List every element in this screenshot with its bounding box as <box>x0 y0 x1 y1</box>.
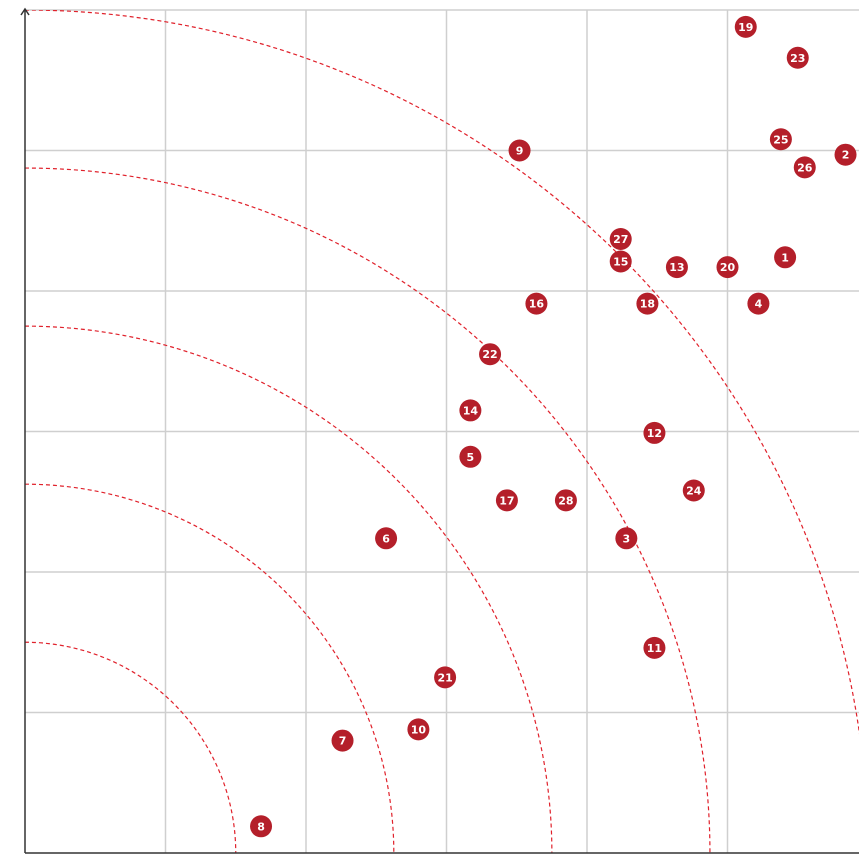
point-3: 3 <box>615 527 638 550</box>
point-21: 21 <box>434 666 457 689</box>
point-8: 8 <box>250 815 273 838</box>
point-label: 20 <box>720 261 736 274</box>
point-12: 12 <box>643 421 666 444</box>
point-17: 17 <box>495 489 518 512</box>
point-label: 7 <box>339 735 347 748</box>
point-marker <box>609 250 632 273</box>
point-19: 19 <box>734 15 757 38</box>
point-marker <box>554 489 577 512</box>
point-27: 27 <box>609 228 632 251</box>
point-label: 22 <box>482 348 497 361</box>
point-label: 18 <box>640 298 655 311</box>
point-marker <box>734 15 757 38</box>
point-18: 18 <box>636 292 659 315</box>
gridlines <box>25 9 859 853</box>
point-markers: 1234567891011121314151617181920212223242… <box>250 15 857 838</box>
axes <box>20 7 859 854</box>
point-marker <box>459 399 482 422</box>
point-marker <box>643 421 666 444</box>
point-23: 23 <box>786 46 809 69</box>
point-marker <box>407 718 430 741</box>
point-label: 13 <box>669 261 684 274</box>
point-label: 11 <box>647 642 662 655</box>
point-label: 16 <box>529 298 545 311</box>
point-label: 10 <box>411 723 427 736</box>
point-9: 9 <box>508 139 531 162</box>
point-4: 4 <box>747 292 770 315</box>
point-label: 28 <box>558 494 573 507</box>
dashed-ring <box>25 641 237 854</box>
dashed-rings <box>25 10 859 854</box>
point-label: 8 <box>257 820 265 833</box>
point-marker <box>250 815 273 838</box>
point-6: 6 <box>375 527 398 550</box>
point-marker <box>479 343 502 366</box>
dashed-ring <box>25 10 859 735</box>
point-26: 26 <box>793 156 816 179</box>
point-marker <box>665 256 688 279</box>
point-marker <box>747 292 770 315</box>
point-marker <box>643 636 666 659</box>
point-marker <box>459 445 482 468</box>
point-22: 22 <box>479 343 502 366</box>
point-label: 17 <box>499 494 514 507</box>
point-label: 21 <box>437 671 452 684</box>
point-label: 2 <box>842 149 850 162</box>
point-marker <box>615 527 638 550</box>
point-11: 11 <box>643 636 666 659</box>
point-5: 5 <box>459 445 482 468</box>
point-marker <box>774 246 797 269</box>
point-10: 10 <box>407 718 430 741</box>
point-marker <box>793 156 816 179</box>
point-20: 20 <box>716 256 739 279</box>
point-7: 7 <box>331 729 354 752</box>
point-marker <box>508 139 531 162</box>
point-label: 1 <box>781 251 789 264</box>
point-2: 2 <box>834 143 857 166</box>
point-label: 3 <box>623 532 631 545</box>
point-marker <box>834 143 857 166</box>
point-13: 13 <box>665 256 688 279</box>
point-label: 9 <box>516 145 524 158</box>
point-marker <box>495 489 518 512</box>
point-label: 26 <box>797 161 813 174</box>
point-15: 15 <box>609 250 632 273</box>
point-label: 6 <box>382 532 390 545</box>
point-marker <box>769 128 792 151</box>
point-label: 14 <box>463 404 479 417</box>
point-label: 12 <box>647 427 662 440</box>
point-marker <box>636 292 659 315</box>
dashed-ring <box>25 167 711 854</box>
point-marker <box>331 729 354 752</box>
point-label: 15 <box>613 255 628 268</box>
point-label: 24 <box>686 485 702 498</box>
point-label: 4 <box>755 298 763 311</box>
point-14: 14 <box>459 399 482 422</box>
dashed-ring <box>25 325 553 854</box>
point-1: 1 <box>774 246 797 269</box>
point-24: 24 <box>682 479 705 502</box>
point-label: 19 <box>738 21 753 34</box>
point-25: 25 <box>769 128 792 151</box>
point-marker <box>375 527 398 550</box>
point-label: 25 <box>773 133 788 146</box>
point-16: 16 <box>525 292 548 315</box>
point-marker <box>786 46 809 69</box>
point-label: 5 <box>467 451 475 464</box>
point-28: 28 <box>554 489 577 512</box>
point-marker <box>434 666 457 689</box>
point-marker <box>525 292 548 315</box>
point-marker <box>682 479 705 502</box>
point-label: 23 <box>790 52 805 65</box>
point-marker <box>716 256 739 279</box>
point-marker <box>609 228 632 251</box>
dashed-ring <box>25 483 395 854</box>
point-label: 27 <box>613 233 628 246</box>
